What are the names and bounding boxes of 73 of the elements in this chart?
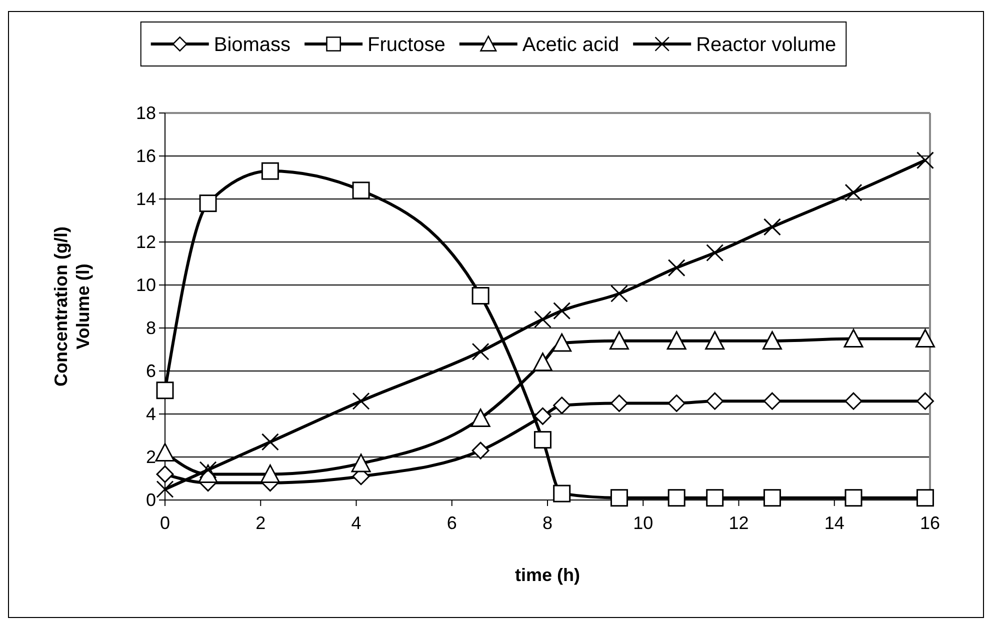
y-tick-label: 12 — [136, 232, 156, 252]
point — [844, 184, 862, 202]
point — [199, 461, 217, 479]
y-tick-label: 10 — [136, 274, 156, 295]
y-tick-label: 18 — [136, 102, 156, 123]
legend-label: Fructose — [368, 34, 446, 56]
point — [352, 182, 370, 200]
legend-label: Reactor volume — [696, 34, 836, 56]
x-tick-label: 16 — [920, 512, 940, 533]
point — [762, 331, 782, 350]
point — [666, 331, 686, 350]
point — [668, 489, 686, 507]
y-tick-label: 16 — [136, 146, 156, 166]
point — [261, 433, 279, 451]
x-axis-title: time (h) — [515, 565, 580, 585]
point — [472, 287, 490, 304]
point — [706, 244, 724, 262]
point — [156, 480, 174, 498]
point — [609, 331, 629, 350]
point — [763, 218, 781, 236]
point — [352, 392, 370, 410]
point — [351, 454, 371, 472]
point — [470, 408, 490, 428]
y-tick-label: 14 — [136, 188, 156, 209]
y-tick-label: 6 — [146, 360, 156, 381]
point — [916, 152, 934, 170]
point — [553, 302, 571, 320]
point — [844, 392, 862, 410]
y-axis-title: Concentration (g/l) Volume (l) — [51, 226, 93, 386]
point — [156, 465, 174, 483]
point — [610, 284, 628, 302]
point — [668, 394, 686, 412]
y-tick-label: 2 — [146, 446, 156, 467]
point — [156, 382, 174, 400]
y-tick-label: 8 — [146, 318, 156, 338]
point — [916, 392, 934, 410]
point — [532, 352, 552, 372]
point — [915, 329, 935, 348]
y-tick-label: 4 — [146, 404, 156, 424]
point — [199, 194, 217, 212]
x-tick-label: 4 — [351, 512, 362, 533]
point — [472, 342, 490, 360]
x-tick-label: 14 — [824, 512, 844, 533]
point — [534, 431, 552, 449]
x-tick-label: 12 — [728, 512, 749, 533]
x-tick-label: 6 — [446, 512, 457, 533]
point — [763, 392, 781, 410]
x-tick-label: 8 — [542, 512, 553, 533]
point — [610, 489, 628, 507]
point — [705, 331, 725, 350]
point — [610, 394, 628, 412]
point — [706, 489, 724, 507]
point — [553, 484, 571, 502]
point — [844, 329, 864, 348]
point — [553, 396, 571, 414]
x-tick-label: 10 — [633, 512, 654, 533]
x-tick-label: 0 — [160, 512, 170, 533]
point — [844, 489, 862, 507]
point — [155, 442, 175, 462]
point — [472, 442, 490, 460]
point — [706, 392, 724, 410]
point — [763, 489, 781, 507]
point — [534, 407, 552, 425]
point — [261, 162, 279, 180]
legend-label: Acetic acid — [522, 34, 620, 56]
point — [668, 259, 686, 277]
point — [552, 333, 572, 352]
point — [916, 489, 934, 507]
x-tick-label: 2 — [256, 512, 266, 533]
point — [534, 310, 552, 328]
point — [260, 464, 280, 483]
y-tick-label: 0 — [146, 490, 156, 510]
legend-label: Biomass — [214, 34, 291, 56]
